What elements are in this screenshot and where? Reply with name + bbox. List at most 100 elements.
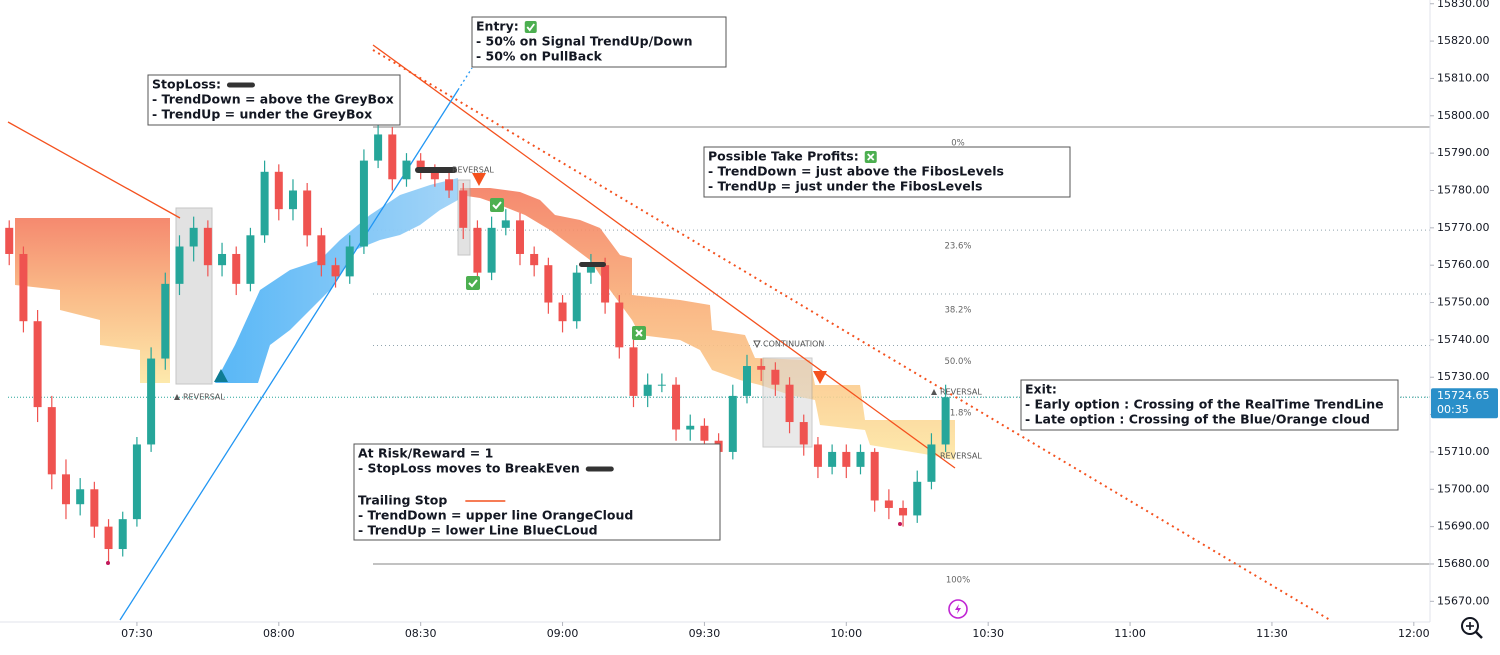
annotation-text: - 50% on Signal TrendUp/Down [476, 34, 693, 49]
annotation-box [353, 443, 721, 541]
y-tick-label: 15740.00 [1437, 333, 1490, 346]
candle-body [104, 526, 113, 550]
candle-body [132, 444, 141, 520]
signal-label: REVERSAL [940, 452, 982, 461]
countdown: 00:35 [1437, 403, 1469, 416]
y-tick-label: 15810.00 [1437, 71, 1490, 84]
x-tick-label: 11:00 [1114, 627, 1146, 640]
fib-label: 38.2% [944, 305, 971, 315]
zoom-icon[interactable] [1461, 617, 1483, 639]
candle-body [345, 246, 354, 277]
annotation-text: - TrendUp = lower Line BlueCLoud [358, 523, 598, 538]
annotation-text: - Early option : Crossing of the RealTim… [1025, 397, 1384, 412]
y-tick-label: 15790.00 [1437, 146, 1490, 159]
candle-body [246, 235, 255, 284]
annotation-text: - 50% on PullBack [476, 49, 603, 64]
x-tick-label: 10:00 [830, 627, 862, 640]
check-icon [466, 276, 480, 290]
check-icon [524, 21, 537, 33]
candle-body [90, 489, 99, 527]
candle-body [757, 366, 766, 370]
y-tick-label: 15710.00 [1437, 445, 1490, 458]
candle-body [785, 384, 794, 423]
candle-body [274, 171, 283, 210]
alert-icon [948, 599, 968, 619]
x-tick-label: 11:30 [1256, 627, 1288, 640]
candle-body [530, 253, 539, 266]
y-tick-label: 15770.00 [1437, 221, 1490, 234]
annotation-text: Entry: [476, 19, 519, 34]
candle-body [686, 425, 695, 430]
candle-body [459, 190, 468, 228]
candle-body [586, 265, 595, 273]
annotation-text: - Late option : Crossing of the Blue/Ora… [1025, 412, 1370, 427]
blue-cloud [215, 178, 458, 383]
candle-body [572, 272, 581, 322]
x-tick-label: 10:30 [972, 627, 1004, 640]
annotation-text: - TrendDown = just above the FibosLevels [708, 164, 1004, 179]
axis-layer: 15670.00 15680.00 15690.00 15700.00 15710.00… [0, 0, 1498, 640]
candle-body [189, 227, 198, 247]
y-tick-label: 15690.00 [1437, 520, 1490, 533]
signal-triangle [174, 394, 180, 400]
candle-body [473, 227, 482, 273]
candle-body [842, 451, 851, 467]
candle-body [629, 347, 638, 396]
x-tick-label: 07:30 [121, 627, 153, 640]
candle-body [913, 481, 922, 516]
candle-body [430, 171, 439, 180]
candle-body [47, 407, 56, 475]
candle-body [288, 190, 297, 210]
trend-line [457, 67, 473, 91]
y-tick-label: 15670.00 [1437, 594, 1490, 607]
candle-body [515, 220, 524, 254]
candle-body [359, 160, 368, 247]
x-tick-label: 09:30 [689, 627, 721, 640]
candle-body [856, 451, 865, 467]
annotation-box [147, 74, 401, 126]
orange-cloud [15, 218, 170, 383]
candle-body [416, 160, 425, 172]
candle-body [870, 451, 879, 501]
candle-body [884, 500, 893, 508]
candle-body [601, 265, 610, 303]
candle-body [331, 265, 340, 277]
candle-body [232, 253, 241, 284]
signal-triangle [931, 389, 937, 395]
candle-body [487, 227, 496, 273]
fib-label: 23.6% [944, 242, 971, 252]
x-tick-label: 09:00 [547, 627, 579, 640]
y-tick-label: 15750.00 [1437, 296, 1490, 309]
candle-body [657, 384, 666, 386]
signal-label: CONTINUATION [763, 340, 824, 349]
y-tick-label: 15800.00 [1437, 109, 1490, 122]
candle-body [672, 384, 681, 430]
signal-label: REVERSAL [183, 393, 225, 402]
check-icon [490, 198, 504, 212]
annotation-box [703, 146, 1071, 198]
check-icon-glyph [526, 23, 535, 32]
xbox-icon-glyph [867, 153, 875, 161]
stoploss-marker [415, 167, 457, 173]
orange-cloud [460, 188, 955, 460]
annotation-text: - TrendDown = upper line OrangeCloud [358, 508, 633, 523]
annotation-box [1020, 379, 1399, 431]
candle-layer [5, 123, 950, 564]
candle-body [303, 190, 312, 236]
fib-label: 100% [946, 575, 970, 585]
candle-body [558, 302, 567, 322]
candle-body [118, 519, 127, 550]
last-price-box [1431, 388, 1498, 419]
stoploss-icon [226, 82, 255, 88]
x-icon [632, 326, 646, 340]
candle-body [544, 265, 553, 303]
y-tick-label: 15760.00 [1437, 258, 1490, 271]
signal-triangle [753, 340, 761, 349]
candle-body [218, 253, 227, 266]
candle-body [899, 507, 908, 516]
candle-body [374, 134, 383, 161]
trend-line [119, 89, 459, 621]
candle-body [161, 283, 170, 359]
candle-body [941, 397, 950, 445]
